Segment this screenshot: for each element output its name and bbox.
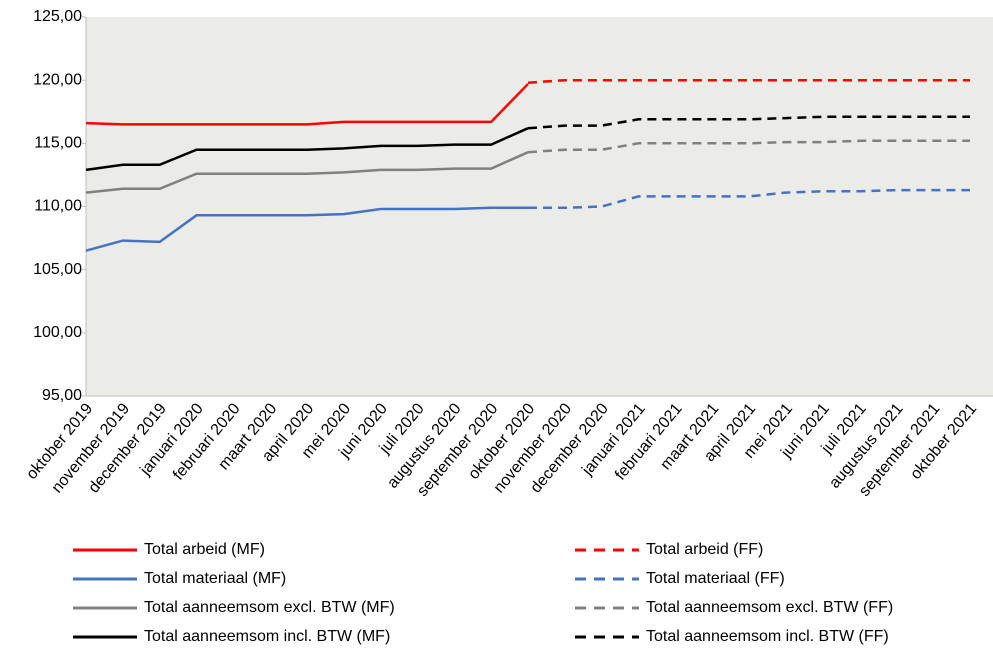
y-tick-label: 100,00 — [33, 324, 82, 341]
series-line — [85, 127, 529, 172]
legend-label: Total aanneemsom excl. BTW (FF) — [646, 599, 893, 616]
series-line — [527, 115, 970, 130]
legend-label: Total materiaal (MF) — [144, 570, 286, 587]
series-line — [527, 78, 970, 84]
series-line — [85, 151, 529, 194]
legend-label: Total arbeid (MF) — [144, 541, 265, 558]
y-tick-label: 120,00 — [33, 71, 82, 88]
y-tick-label: 105,00 — [33, 261, 82, 278]
y-tick-label: 95,00 — [42, 387, 82, 404]
legend-label: Total aanneemsom incl. BTW (MF) — [144, 628, 390, 645]
y-tick-label: 125,00 — [33, 8, 82, 25]
legend-label: Total aanneemsom incl. BTW (FF) — [646, 628, 889, 645]
legend-label: Total aanneemsom excl. BTW (MF) — [144, 599, 395, 616]
series-line — [85, 83, 529, 126]
series-line — [527, 139, 970, 154]
legend-label: Total materiaal (FF) — [646, 570, 785, 587]
legend-label: Total arbeid (FF) — [646, 541, 763, 558]
y-tick-label: 115,00 — [34, 135, 82, 152]
x-tick-label: oktober 2021 — [907, 400, 980, 483]
plot-background — [86, 17, 993, 396]
y-tick-label: 110,00 — [34, 198, 82, 215]
series-line — [85, 206, 528, 252]
